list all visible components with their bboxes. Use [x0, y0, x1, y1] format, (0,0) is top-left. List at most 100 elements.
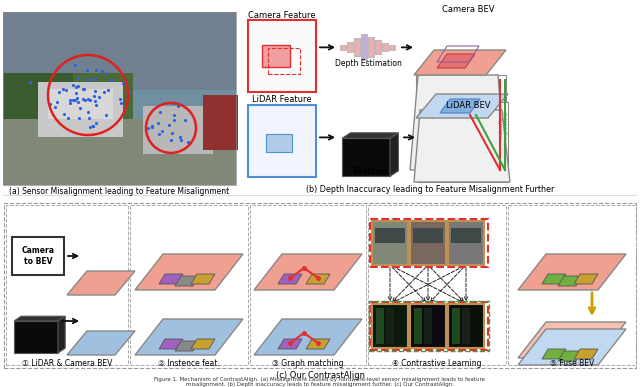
Polygon shape [159, 274, 183, 284]
Text: LiDAR BEV: LiDAR BEV [445, 101, 490, 110]
Polygon shape [574, 349, 598, 359]
Polygon shape [437, 54, 475, 68]
Polygon shape [278, 274, 302, 284]
Text: ⑤ Fuse BEV: ⑤ Fuse BEV [550, 358, 594, 368]
Bar [389, 45, 395, 50]
Bar [382, 43, 388, 51]
Polygon shape [518, 254, 626, 290]
Polygon shape [414, 50, 506, 75]
Bar [340, 45, 346, 50]
Polygon shape [67, 271, 135, 295]
Polygon shape [175, 341, 199, 351]
Bar [6, 205, 128, 365]
Bar [3, 12, 236, 185]
Bar [368, 205, 506, 365]
Polygon shape [67, 331, 135, 355]
Text: (a) Sensor Misalignment leading to Feature Misalignment: (a) Sensor Misalignment leading to Featu… [10, 187, 230, 197]
Bar [448, 221, 484, 265]
Bar [410, 221, 446, 265]
Bar [369, 301, 489, 351]
Polygon shape [159, 339, 183, 349]
Text: expected: expected [504, 110, 509, 140]
Polygon shape [542, 274, 566, 284]
Polygon shape [410, 75, 506, 170]
Polygon shape [191, 274, 215, 284]
Bar [451, 228, 481, 243]
Polygon shape [558, 276, 582, 286]
Bar [372, 304, 408, 348]
Polygon shape [175, 276, 199, 286]
Text: Camera
to BEV: Camera to BEV [22, 246, 54, 266]
Bar [370, 302, 488, 350]
Polygon shape [278, 339, 302, 349]
Bar [48, 89, 113, 119]
Bar [3, 119, 236, 185]
Bar [73, 72, 133, 133]
Bar [3, 72, 83, 125]
Bar [12, 237, 64, 275]
Bar [248, 105, 316, 177]
Bar [424, 308, 432, 344]
Bar [143, 106, 213, 154]
Bar [347, 42, 353, 52]
Bar [14, 321, 58, 353]
Polygon shape [558, 351, 582, 361]
Bar [410, 304, 446, 348]
Polygon shape [416, 94, 508, 118]
Text: Depth Estimation: Depth Estimation [335, 59, 401, 68]
Polygon shape [306, 339, 330, 349]
Text: ① LiDAR & Camera BEV: ① LiDAR & Camera BEV [22, 358, 112, 368]
Polygon shape [440, 99, 480, 113]
Bar [268, 48, 300, 74]
Text: (b) Depth Inaccuracy leading to Feature Misalignment Further: (b) Depth Inaccuracy leading to Feature … [306, 185, 554, 194]
Text: Flatten: Flatten [353, 167, 387, 176]
Polygon shape [542, 349, 566, 359]
Bar [370, 219, 488, 267]
Polygon shape [254, 254, 362, 290]
Bar [414, 308, 422, 344]
Polygon shape [135, 254, 243, 290]
Bar [203, 96, 238, 151]
Bar [508, 205, 636, 365]
Text: Camera Feature: Camera Feature [248, 10, 316, 19]
Text: ② Instence feat.: ② Instence feat. [158, 358, 220, 368]
Bar [376, 308, 384, 344]
Bar [248, 20, 316, 92]
Polygon shape [14, 316, 65, 321]
Bar [452, 308, 460, 344]
Polygon shape [390, 133, 398, 176]
Bar [416, 75, 506, 170]
Bar [372, 221, 408, 265]
Polygon shape [518, 329, 626, 365]
Polygon shape [135, 319, 243, 355]
Bar [3, 12, 236, 185]
Bar [38, 82, 123, 137]
Bar [368, 38, 374, 57]
Bar [3, 12, 236, 90]
Bar [354, 38, 360, 57]
Bar [250, 205, 366, 365]
Text: Figure 1. Mechanism of ContrastAlign. (a) Misalignment caused by hardware-level : Figure 1. Mechanism of ContrastAlign. (a… [154, 377, 486, 387]
Bar [342, 139, 390, 176]
Text: LiDAR Feature: LiDAR Feature [252, 96, 312, 104]
Polygon shape [254, 319, 362, 355]
Polygon shape [414, 110, 510, 182]
Bar [375, 228, 405, 243]
Polygon shape [518, 322, 626, 358]
Polygon shape [342, 133, 398, 139]
Polygon shape [58, 316, 65, 353]
Bar [413, 228, 443, 243]
Bar [448, 304, 484, 348]
Bar [462, 308, 470, 344]
Bar [361, 34, 367, 60]
Text: Camera BEV: Camera BEV [442, 5, 494, 14]
Bar [266, 134, 292, 152]
Bar [418, 102, 508, 182]
Text: ④ Contrastive Learning: ④ Contrastive Learning [392, 358, 482, 368]
Text: (c) Our ContrastAlign: (c) Our ContrastAlign [275, 370, 365, 380]
Polygon shape [306, 274, 330, 284]
Bar [130, 205, 248, 365]
Text: ③ Graph matching: ③ Graph matching [272, 358, 344, 368]
Bar [262, 45, 290, 67]
Bar [386, 308, 394, 344]
